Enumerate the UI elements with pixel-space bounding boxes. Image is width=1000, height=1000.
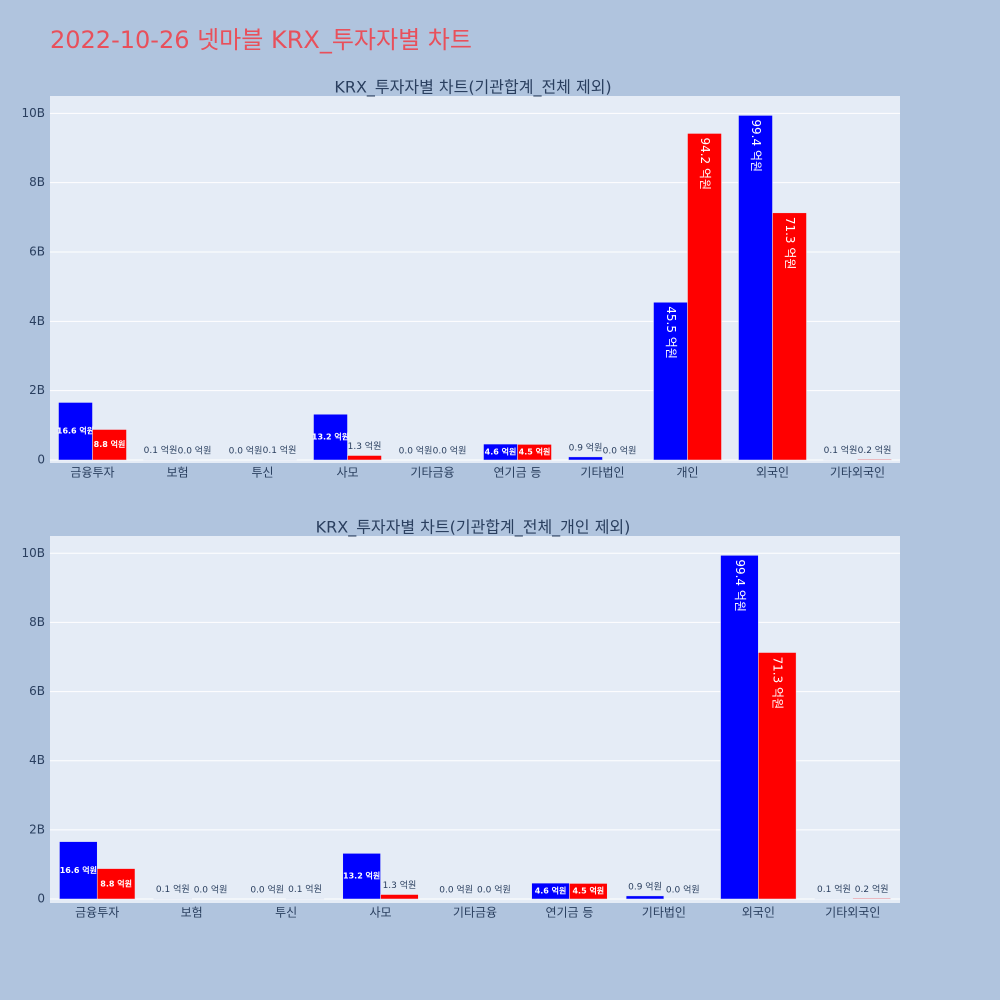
value-label: 0.0 억원	[229, 445, 263, 457]
y-tick-label: 6B	[29, 245, 45, 259]
x-tick-label: 보험	[166, 466, 188, 480]
bar	[857, 459, 892, 461]
value-label: 0.1 억원	[288, 883, 322, 895]
value-label: 0.9 억원	[569, 441, 603, 453]
bar	[625, 895, 665, 900]
bar	[517, 444, 552, 461]
value-label: 99.4 억원	[733, 559, 747, 612]
chart-title: KRX_투자자별 차트(기관합계_전체_개인 제외)	[316, 518, 631, 538]
value-label: 0.2 억원	[858, 444, 892, 456]
y-tick-label: 6B	[29, 684, 45, 698]
y-tick-label: 4B	[29, 314, 45, 328]
y-tick-label: 0	[37, 453, 45, 467]
bar	[380, 894, 419, 900]
y-tick-label: 10B	[21, 546, 45, 560]
y-tick-label: 8B	[29, 175, 45, 189]
bar	[653, 302, 688, 461]
value-label: 13.2 억원	[312, 432, 349, 442]
value-label: 1.3 억원	[348, 440, 382, 452]
bar	[347, 455, 382, 461]
value-label: 4.5 억원	[519, 447, 551, 457]
bar	[852, 898, 891, 900]
value-label: 0.0 억원	[178, 445, 212, 457]
value-label: 16.6 억원	[60, 865, 97, 875]
value-label: 0.0 억원	[666, 884, 700, 896]
x-tick-label: 외국인	[742, 906, 775, 920]
bar	[772, 212, 807, 461]
value-label: 0.9 억원	[628, 880, 662, 892]
x-tick-label: 기타법인	[642, 906, 686, 920]
value-label: 0.2 억원	[855, 883, 889, 895]
bar	[758, 652, 797, 900]
x-tick-label: 기타금융	[453, 906, 497, 920]
value-label: 4.6 억원	[485, 447, 517, 457]
value-label: 94.2 억원	[698, 137, 712, 190]
value-label: 0.0 억원	[250, 884, 284, 896]
x-tick-label: 연기금 등	[494, 466, 542, 480]
value-label: 0.1 억원	[144, 444, 178, 456]
chart-title: KRX_투자자별 차트(기관합계_전체 제외)	[334, 78, 611, 98]
y-tick-label: 2B	[29, 383, 45, 397]
value-label: 4.5 억원	[572, 886, 604, 896]
x-tick-label: 기타외국인	[830, 466, 885, 480]
value-label: 0.1 억원	[817, 883, 851, 895]
x-tick-label: 기타금융	[410, 466, 454, 480]
x-tick-label: 금융투자	[70, 466, 114, 480]
value-label: 4.6 억원	[535, 886, 567, 896]
value-label: 0.1 억원	[156, 883, 190, 895]
y-tick-label: 2B	[29, 822, 45, 836]
y-tick-label: 0	[37, 892, 45, 906]
value-label: 8.8 억원	[94, 439, 126, 449]
x-tick-label: 사모	[370, 906, 392, 920]
bar	[568, 456, 603, 461]
value-label: 16.6 억원	[57, 426, 94, 436]
y-tick-label: 4B	[29, 753, 45, 767]
x-tick-label: 투신	[251, 466, 273, 480]
bar	[342, 853, 381, 900]
value-label: 0.0 억원	[399, 445, 433, 457]
bar	[687, 133, 722, 461]
x-tick-label: 기타외국인	[825, 906, 880, 920]
x-tick-label: 개인	[676, 466, 698, 480]
value-label: 0.0 억원	[194, 884, 228, 896]
bar	[59, 841, 98, 900]
value-label: 0.0 억원	[439, 884, 473, 896]
y-tick-label: 8B	[29, 615, 45, 629]
value-label: 45.5 억원	[664, 306, 678, 359]
value-label: 8.8 억원	[100, 878, 132, 888]
y-tick-label: 10B	[21, 106, 45, 120]
bar	[738, 115, 773, 461]
x-tick-label: 투신	[275, 906, 297, 920]
bar	[569, 883, 608, 900]
x-tick-label: 보험	[181, 906, 203, 920]
page-title: 2022-10-26 넷마블 KRX_투자자별 차트	[50, 26, 472, 54]
value-label: 71.3 억원	[783, 217, 797, 270]
value-label: 71.3 억원	[771, 657, 785, 710]
bar	[92, 429, 127, 461]
x-tick-label: 기타법인	[580, 466, 624, 480]
value-label: 0.1 억원	[263, 444, 297, 456]
value-label: 1.3 억원	[383, 879, 417, 891]
bar	[96, 868, 136, 900]
value-label: 13.2 억원	[343, 871, 380, 881]
bar	[58, 402, 93, 461]
value-label: 0.1 억원	[824, 444, 858, 456]
bar	[720, 555, 759, 900]
x-tick-label: 연기금 등	[545, 906, 593, 920]
bar	[313, 413, 348, 461]
value-label: 0.0 억원	[477, 884, 511, 896]
value-label: 0.0 억원	[433, 445, 467, 457]
x-tick-label: 외국인	[756, 466, 789, 480]
x-tick-label: 금융투자	[75, 906, 119, 920]
value-label: 99.4 억원	[749, 119, 763, 172]
value-label: 0.0 억원	[603, 445, 637, 457]
x-tick-label: 사모	[336, 466, 358, 480]
